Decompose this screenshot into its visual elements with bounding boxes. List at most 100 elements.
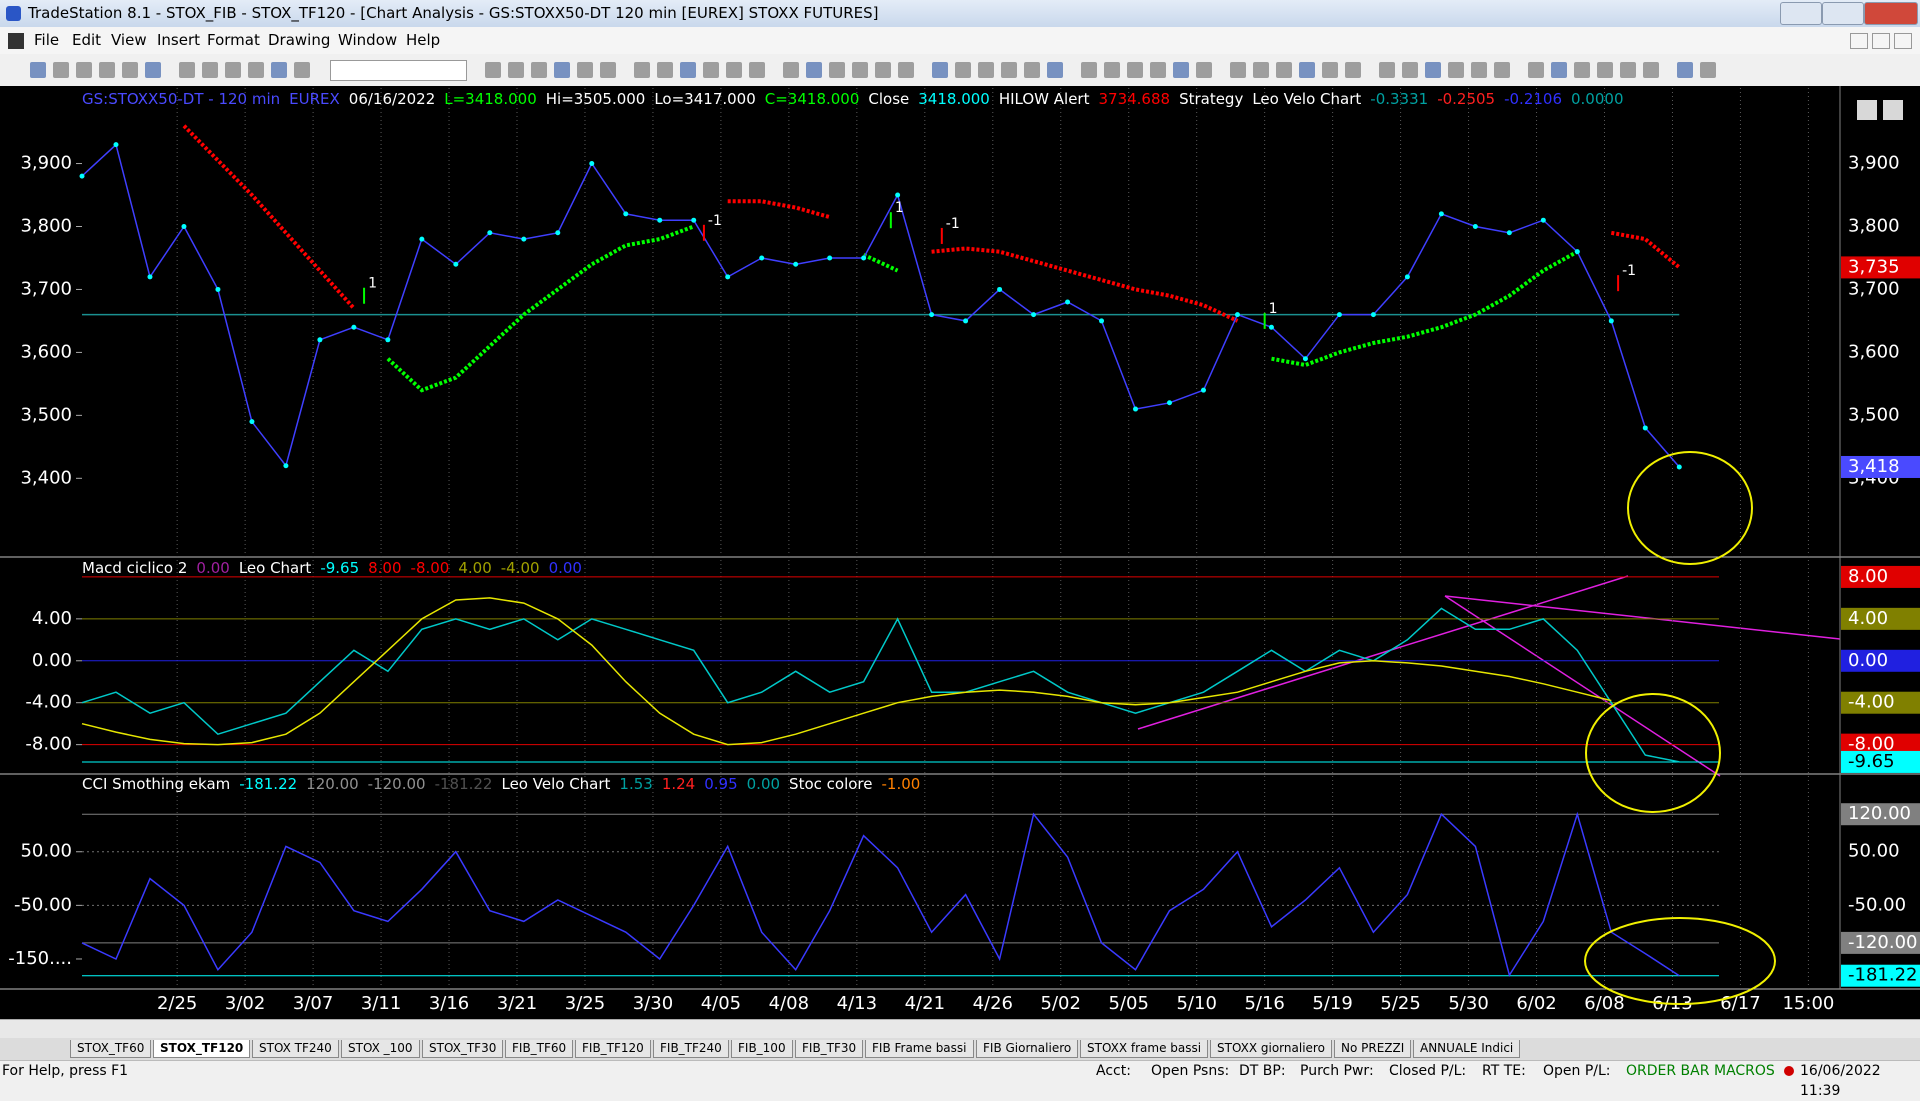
price-marker-label: 3,735	[1848, 256, 1900, 277]
toolbar-button[interactable]	[1299, 62, 1315, 78]
toolbar-button[interactable]	[294, 62, 310, 78]
menu-item[interactable]: Insert	[157, 31, 201, 49]
toolbar-button[interactable]	[1253, 62, 1269, 78]
toolbar-button[interactable]	[1402, 62, 1418, 78]
menu-item[interactable]: Help	[406, 31, 441, 49]
toolbar-button[interactable]	[248, 62, 264, 78]
toolbar-button[interactable]	[1597, 62, 1613, 78]
toolbar-button[interactable]	[1551, 62, 1567, 78]
status-button[interactable]: ORDER BAR	[1626, 1063, 1710, 1079]
toolbar-button[interactable]	[978, 62, 994, 78]
toolbar-button[interactable]	[783, 62, 799, 78]
maximize-button[interactable]	[1822, 2, 1864, 25]
header-item: -181.22	[239, 775, 297, 793]
mdi-button[interactable]	[1872, 33, 1890, 49]
toolbar-button[interactable]	[932, 62, 948, 78]
sheet-tab[interactable]: STOX_TF30	[422, 1040, 504, 1058]
sheet-tab[interactable]: STOX_TF120	[153, 1040, 251, 1058]
toolbar-button[interactable]	[531, 62, 547, 78]
menu-item[interactable]: Window	[338, 31, 398, 49]
minimize-button[interactable]	[1780, 2, 1822, 25]
toolbar-button[interactable]	[271, 62, 287, 78]
toolbar-button[interactable]	[1024, 62, 1040, 78]
toolbar-button[interactable]	[1448, 62, 1464, 78]
toolbar-button[interactable]	[30, 62, 46, 78]
sheet-tab[interactable]: STOX_TF60	[70, 1040, 152, 1058]
sheet-tab[interactable]: FIB_TF60	[505, 1040, 574, 1058]
toolbar-button[interactable]	[955, 62, 971, 78]
toolbar-button[interactable]	[225, 62, 241, 78]
mdi-button[interactable]	[1894, 33, 1912, 49]
toolbar-button[interactable]	[577, 62, 593, 78]
toolbar-button[interactable]	[1643, 62, 1659, 78]
mdi-button[interactable]	[1850, 33, 1868, 49]
toolbar-button[interactable]	[726, 62, 742, 78]
toolbar-button[interactable]	[1425, 62, 1441, 78]
toolbar-button[interactable]	[76, 62, 92, 78]
toolbar-button[interactable]	[898, 62, 914, 78]
symbol-combobox[interactable]	[330, 60, 467, 81]
sheet-tab[interactable]: FIB_100	[731, 1040, 793, 1058]
toolbar-button[interactable]	[1700, 62, 1716, 78]
panel-button[interactable]	[1883, 100, 1903, 120]
menu-item[interactable]: View	[111, 31, 147, 49]
sheet-tab[interactable]: ANNUALE Indici	[1413, 1040, 1521, 1058]
toolbar-button[interactable]	[1574, 62, 1590, 78]
toolbar-button[interactable]	[508, 62, 524, 78]
toolbar-button[interactable]	[1276, 62, 1292, 78]
toolbar-button[interactable]	[1173, 62, 1189, 78]
toolbar-button[interactable]	[680, 62, 696, 78]
toolbar-button[interactable]	[122, 62, 138, 78]
toolbar-button[interactable]	[634, 62, 650, 78]
sheet-tab[interactable]: FIB_TF240	[653, 1040, 729, 1058]
toolbar-button[interactable]	[1620, 62, 1636, 78]
toolbar-button[interactable]	[852, 62, 868, 78]
toolbar-button[interactable]	[1047, 62, 1063, 78]
toolbar-button[interactable]	[202, 62, 218, 78]
scrollbar[interactable]	[0, 1019, 1920, 1039]
panel-button[interactable]	[1857, 100, 1877, 120]
toolbar-button[interactable]	[1104, 62, 1120, 78]
menu-item[interactable]: Drawing	[268, 31, 331, 49]
toolbar-button[interactable]	[554, 62, 570, 78]
close-button[interactable]	[1864, 2, 1918, 25]
toolbar-button[interactable]	[600, 62, 616, 78]
toolbar-button[interactable]	[1677, 62, 1693, 78]
toolbar-button[interactable]	[53, 62, 69, 78]
toolbar-button[interactable]	[1127, 62, 1143, 78]
toolbar-button[interactable]	[806, 62, 822, 78]
sheet-tab[interactable]: STOX _100	[341, 1040, 420, 1058]
menu-item[interactable]: Edit	[72, 31, 102, 49]
toolbar-button[interactable]	[145, 62, 161, 78]
sheet-tab[interactable]: STOXX giornaliero	[1210, 1040, 1332, 1058]
toolbar-button[interactable]	[1081, 62, 1097, 78]
toolbar-button[interactable]	[1345, 62, 1361, 78]
toolbar-button[interactable]	[749, 62, 765, 78]
sheet-tab[interactable]: FIB Giornaliero	[976, 1040, 1079, 1058]
toolbar-button[interactable]	[1322, 62, 1338, 78]
menu-item[interactable]: Format	[207, 31, 260, 49]
toolbar-button[interactable]	[1230, 62, 1246, 78]
toolbar-button[interactable]	[1001, 62, 1017, 78]
toolbar-button[interactable]	[179, 62, 195, 78]
sheet-tab[interactable]: FIB_TF120	[575, 1040, 651, 1058]
sheet-tab[interactable]: STOX TF240	[252, 1040, 339, 1058]
toolbar-button[interactable]	[1196, 62, 1212, 78]
menu-item[interactable]: File	[34, 31, 60, 49]
sheet-tab[interactable]: FIB_TF30	[795, 1040, 864, 1058]
toolbar-button[interactable]	[1379, 62, 1395, 78]
sheet-tab[interactable]: FIB Frame bassi	[865, 1040, 974, 1058]
toolbar-button[interactable]	[485, 62, 501, 78]
toolbar-button[interactable]	[1528, 62, 1544, 78]
toolbar-button[interactable]	[99, 62, 115, 78]
status-button[interactable]: MACROS	[1714, 1063, 1775, 1079]
toolbar-button[interactable]	[875, 62, 891, 78]
toolbar-button[interactable]	[1494, 62, 1510, 78]
toolbar-button[interactable]	[1471, 62, 1487, 78]
toolbar-button[interactable]	[1150, 62, 1166, 78]
sheet-tab[interactable]: No PREZZI	[1334, 1040, 1412, 1058]
sheet-tab[interactable]: STOXX frame bassi	[1080, 1040, 1209, 1058]
toolbar-button[interactable]	[703, 62, 719, 78]
toolbar-button[interactable]	[829, 62, 845, 78]
toolbar-button[interactable]	[657, 62, 673, 78]
